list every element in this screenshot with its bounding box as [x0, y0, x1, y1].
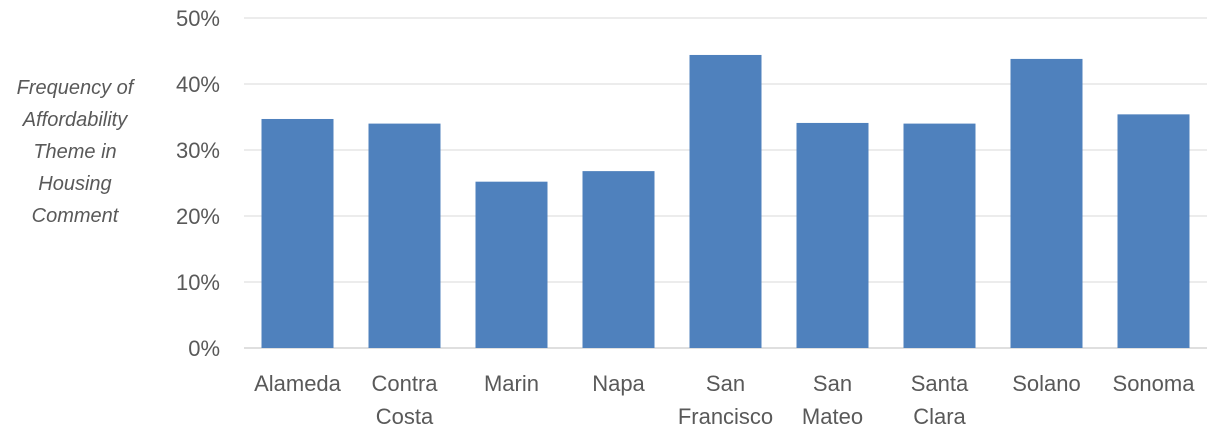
x-tick-label: San — [813, 371, 852, 396]
bar — [261, 118, 334, 348]
x-tick-label: Napa — [592, 371, 645, 396]
y-axis-ticks: 0% 10% 20% 30% 40% 50% — [176, 6, 220, 361]
x-tick-label: Alameda — [254, 371, 342, 396]
x-tick-label: Contra — [371, 371, 438, 396]
y-axis-label-line: Affordability — [22, 109, 128, 131]
bar — [796, 122, 869, 348]
y-tick-label: 0% — [188, 336, 220, 361]
bar — [1010, 58, 1083, 349]
x-axis-ticks: Alameda Contra Costa Marin Napa San Francisco S… — [254, 371, 1195, 429]
bars — [261, 54, 1190, 349]
x-tick-label: Clara — [913, 404, 966, 429]
y-tick-label: 30% — [176, 138, 220, 163]
bar — [1117, 114, 1190, 348]
y-axis-label-line: Comment — [31, 205, 119, 227]
bar — [475, 181, 548, 348]
bar — [903, 123, 976, 348]
x-tick-label: San — [706, 371, 745, 396]
x-tick-label: Sonoma — [1113, 371, 1196, 396]
y-axis-label: Frequency of Affordability Theme in Hous… — [0, 72, 150, 232]
bar — [368, 123, 441, 348]
x-tick-label: Santa — [911, 371, 969, 396]
x-tick-label: Costa — [376, 404, 434, 429]
x-tick-label: Mateo — [802, 404, 863, 429]
y-axis-label-line: Theme in — [33, 141, 117, 163]
x-tick-label: Marin — [484, 371, 539, 396]
bar — [689, 54, 762, 349]
y-tick-label: 20% — [176, 204, 220, 229]
y-tick-label: 40% — [176, 72, 220, 97]
y-tick-label: 50% — [176, 6, 220, 31]
x-tick-label: Solano — [1012, 371, 1081, 396]
y-axis-label-line: Housing — [38, 173, 112, 195]
y-axis-label-line: Frequency of — [16, 77, 134, 99]
x-tick-label: Francisco — [678, 404, 773, 429]
bar — [582, 171, 655, 348]
y-tick-label: 10% — [176, 270, 220, 295]
